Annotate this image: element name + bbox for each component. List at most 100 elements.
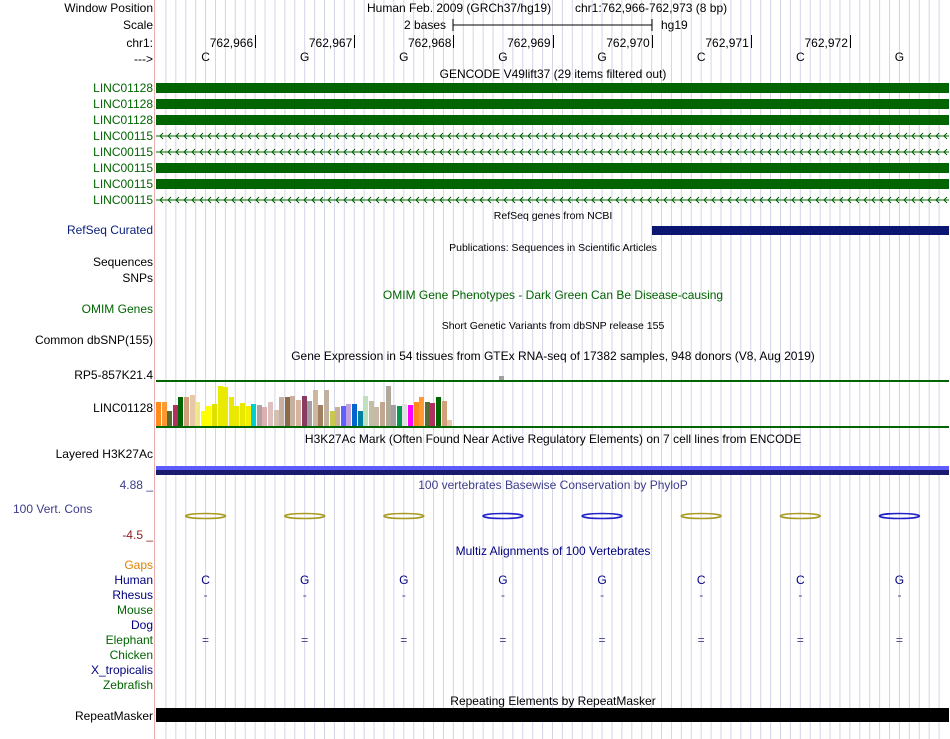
repeatmasker-label[interactable]: RepeatMasker bbox=[74, 709, 153, 723]
dbsnp-label[interactable]: Common dbSNP(155) bbox=[34, 333, 153, 347]
gtex-tissue-bar[interactable] bbox=[385, 386, 391, 426]
gencode-item-label[interactable]: LINC01128 bbox=[93, 97, 153, 111]
gtex-tissue-bar[interactable] bbox=[380, 401, 385, 426]
gtex-tissue-bar[interactable] bbox=[223, 387, 229, 426]
gencode-intron-line[interactable] bbox=[156, 130, 949, 142]
gtex-tissue-bar[interactable] bbox=[296, 400, 301, 426]
species-label[interactable]: Dog bbox=[130, 618, 153, 632]
gtex-tissue-bar[interactable] bbox=[290, 395, 296, 426]
gtex-gene2-label[interactable]: LINC01128 bbox=[93, 401, 153, 415]
gtex-tissue-bar[interactable] bbox=[279, 397, 285, 426]
species-label[interactable]: Elephant bbox=[105, 633, 153, 647]
gtex-tissue-bar[interactable] bbox=[284, 397, 290, 426]
gencode-exon-bar[interactable] bbox=[156, 83, 949, 93]
omim-label[interactable]: OMIM Genes bbox=[81, 302, 153, 316]
gencode-item-label[interactable]: LINC00115 bbox=[93, 161, 153, 175]
gencode-exon-bar[interactable] bbox=[156, 179, 949, 189]
gtex-tissue-bar[interactable] bbox=[307, 400, 313, 426]
species-label[interactable]: Chicken bbox=[109, 648, 153, 662]
gtex-tissue-bar[interactable] bbox=[340, 405, 346, 426]
gtex-tissue-bar[interactable] bbox=[228, 397, 234, 426]
gtex-tissue-bar[interactable] bbox=[408, 405, 413, 426]
assembly-name: Human Feb. 2009 (GRCh37/hg19) bbox=[367, 1, 552, 15]
gtex-tissue-bar[interactable] bbox=[240, 402, 245, 426]
gencode-item-label[interactable]: LINC00115 bbox=[93, 129, 153, 143]
gencode-exon-bar[interactable] bbox=[156, 115, 949, 125]
strand-arrow bbox=[599, 196, 604, 204]
h3k27ac-label[interactable]: Layered H3K27Ac bbox=[55, 447, 153, 461]
gtex-tissue-bar[interactable] bbox=[436, 397, 441, 426]
gtex-tissue-bar[interactable] bbox=[268, 401, 273, 426]
gtex-tissue-bar[interactable] bbox=[447, 419, 453, 426]
gtex-tissue-bar[interactable] bbox=[234, 405, 240, 426]
gtex-tissue-bar[interactable] bbox=[324, 390, 329, 426]
gtex-tissue-bar[interactable] bbox=[430, 402, 436, 426]
gtex-tissue-bar[interactable] bbox=[217, 386, 223, 426]
gtex-tissue-bar[interactable] bbox=[301, 395, 307, 426]
gtex-tissue-bar[interactable] bbox=[161, 401, 167, 426]
gencode-item-label[interactable]: LINC00115 bbox=[93, 193, 153, 207]
gencode-intron-line[interactable] bbox=[156, 194, 949, 206]
gtex-tissue-bar[interactable] bbox=[318, 405, 324, 426]
gtex-tissue-bar[interactable] bbox=[172, 405, 178, 426]
gtex-tissue-bar[interactable] bbox=[391, 405, 397, 426]
gtex-rp5-tissue-bar[interactable] bbox=[499, 376, 504, 380]
gtex-tissue-bar[interactable] bbox=[424, 401, 430, 426]
gtex-tissue-bar[interactable] bbox=[357, 411, 363, 426]
gtex-tissue-bar[interactable] bbox=[396, 405, 402, 426]
gtex-tissue-bar[interactable] bbox=[178, 397, 184, 426]
gtex-tissue-bar[interactable] bbox=[413, 401, 419, 426]
species-label[interactable]: X_tropicalis bbox=[90, 663, 153, 677]
gencode-exon-bar[interactable] bbox=[156, 99, 949, 109]
gtex-tissue-bar[interactable] bbox=[167, 411, 173, 426]
gtex-tissue-bar[interactable] bbox=[189, 394, 195, 426]
species-label[interactable]: Human bbox=[114, 573, 153, 587]
gtex-tissue-bar[interactable] bbox=[212, 404, 217, 426]
gencode-item-label[interactable]: LINC01128 bbox=[93, 113, 153, 127]
strand-arrow bbox=[783, 148, 788, 156]
species-label[interactable]: Mouse bbox=[116, 603, 153, 617]
gtex-tissue-bar[interactable] bbox=[200, 411, 206, 426]
gtex-tissue-bar[interactable] bbox=[441, 400, 447, 426]
species-label[interactable]: Zebrafish bbox=[102, 678, 153, 692]
species-label[interactable]: Rhesus bbox=[112, 588, 153, 602]
gencode-intron-line[interactable] bbox=[156, 146, 949, 158]
gtex-tissue-bar[interactable] bbox=[195, 401, 201, 426]
refseq-label[interactable]: RefSeq Curated bbox=[66, 223, 153, 237]
snps-label[interactable]: SNPs bbox=[122, 271, 153, 285]
publications-label[interactable]: Sequences bbox=[92, 255, 153, 269]
gtex-tissue-bar[interactable] bbox=[184, 397, 189, 426]
gtex-tissue-bar[interactable] bbox=[363, 395, 369, 426]
repeatmasker-feature[interactable] bbox=[156, 708, 949, 722]
strand-arrow bbox=[639, 196, 644, 204]
multiz-gaps-label[interactable]: Gaps bbox=[124, 558, 153, 572]
cons-label[interactable]: 100 Vert. Cons bbox=[13, 502, 93, 516]
gtex-tissue-bar[interactable] bbox=[402, 404, 408, 426]
gtex-tissue-bar[interactable] bbox=[262, 407, 268, 426]
gtex-gene1-label[interactable]: RP5-857K21.4 bbox=[74, 368, 153, 382]
gencode-item-label[interactable]: LINC01128 bbox=[93, 81, 153, 95]
strand-arrow bbox=[623, 132, 628, 140]
gtex-tissue-bar[interactable] bbox=[352, 404, 357, 426]
gtex-tissue-bar[interactable] bbox=[206, 405, 212, 426]
gtex-tissue-bar[interactable] bbox=[368, 400, 374, 426]
refseq-gene-feature[interactable] bbox=[652, 226, 949, 235]
gtex-tissue-bar[interactable] bbox=[329, 411, 335, 426]
gencode-exon-bar[interactable] bbox=[156, 163, 949, 173]
gtex-tissue-bar[interactable] bbox=[374, 407, 380, 426]
gencode-item-label[interactable]: LINC00115 bbox=[93, 177, 153, 191]
cons-glyphs[interactable] bbox=[0, 506, 950, 526]
gtex-tissue-bar[interactable] bbox=[419, 397, 425, 426]
gencode-item-label[interactable]: LINC00115 bbox=[93, 145, 153, 159]
strand-arrow bbox=[847, 148, 852, 156]
gtex-tissue-bar[interactable] bbox=[245, 405, 251, 426]
gtex-tissue-bar[interactable] bbox=[312, 390, 318, 426]
gtex-tissue-bar[interactable] bbox=[256, 405, 262, 426]
gtex-tissue-bar[interactable] bbox=[251, 404, 257, 426]
gtex-tissue-bar[interactable] bbox=[273, 410, 279, 426]
gtex-tissue-bar[interactable] bbox=[335, 407, 341, 426]
gtex-tissue-bar[interactable] bbox=[156, 401, 161, 426]
gtex-tissue-bar[interactable] bbox=[346, 404, 352, 426]
strand-arrow bbox=[471, 148, 476, 156]
